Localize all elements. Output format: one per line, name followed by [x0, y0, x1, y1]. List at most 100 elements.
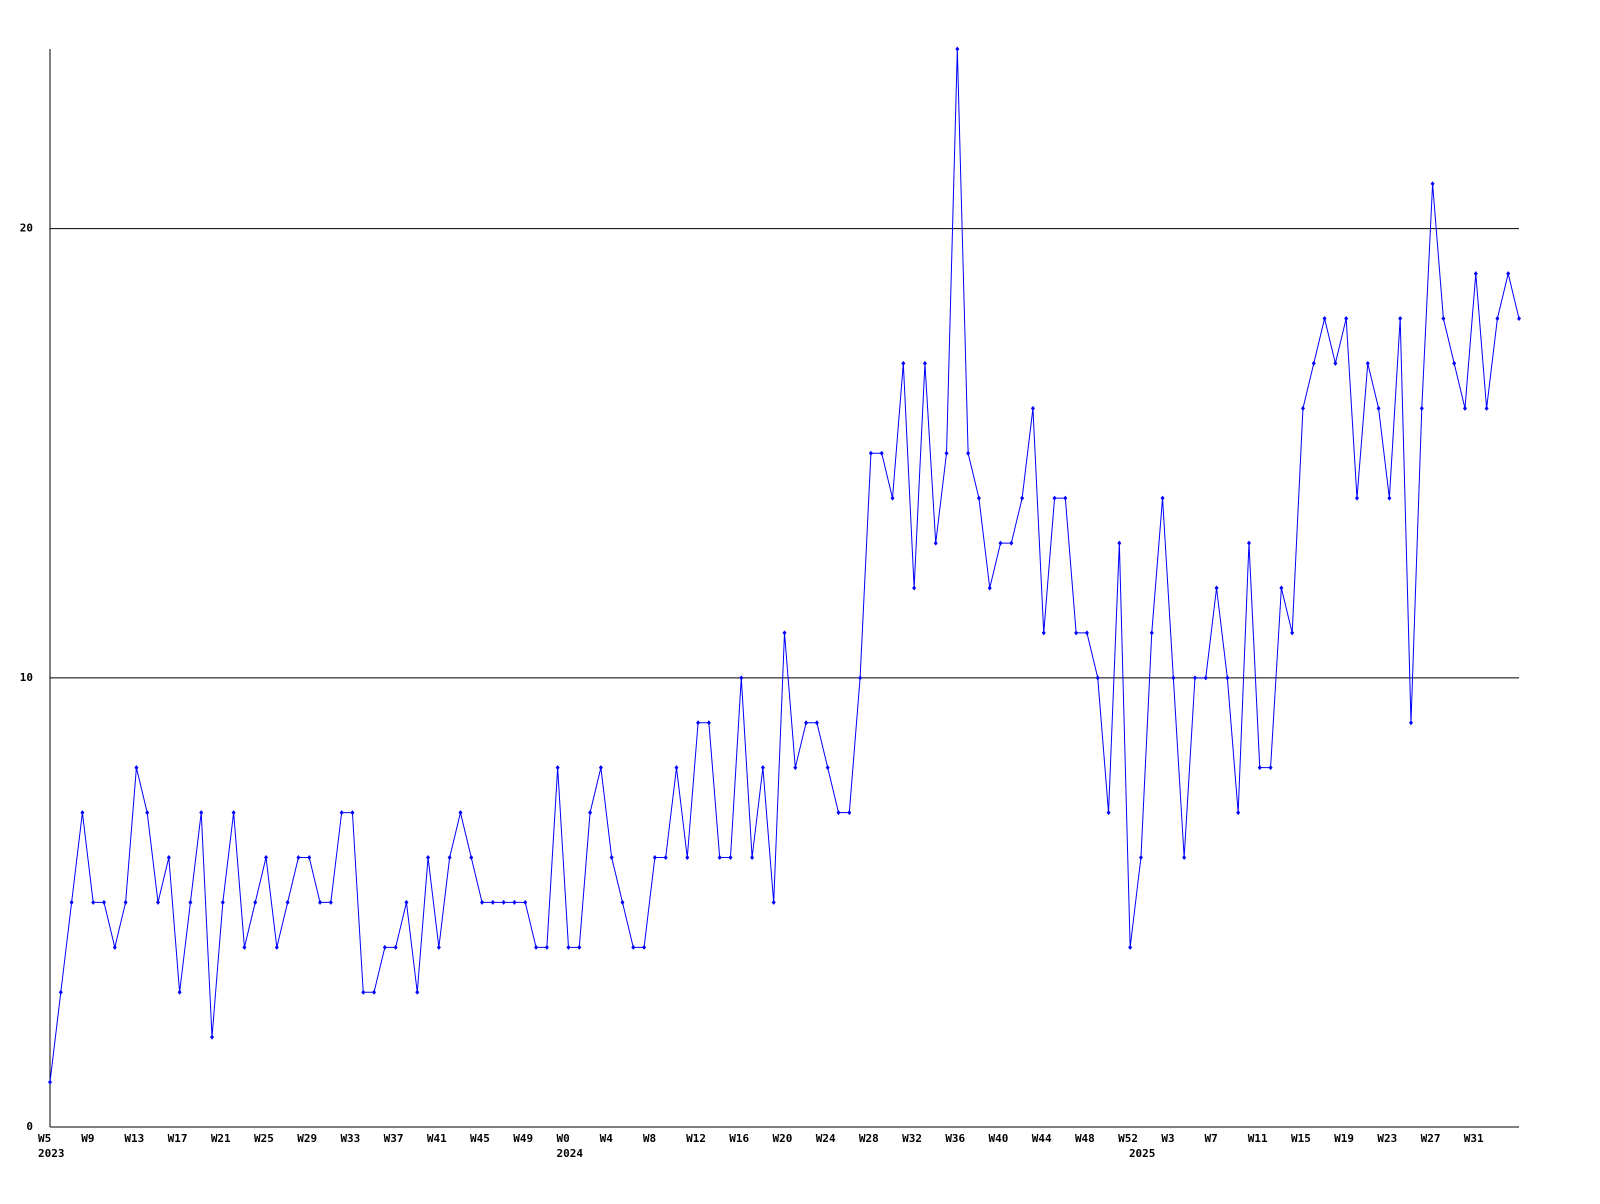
x-tick-label: W32: [902, 1132, 922, 1145]
x-tick-label: W12: [686, 1132, 706, 1145]
y-tick-label: 10: [20, 671, 33, 684]
point-marker: [987, 585, 992, 591]
point-marker: [1171, 675, 1176, 681]
point-marker: [1365, 360, 1370, 366]
point-marker: [944, 450, 949, 456]
point-marker: [1160, 495, 1165, 501]
point-marker: [296, 855, 301, 860]
point-marker: [750, 855, 755, 860]
point-marker: [1052, 495, 1057, 501]
point-marker: [58, 989, 63, 995]
point-marker: [793, 765, 798, 771]
point-marker: [1408, 720, 1413, 726]
point-marker: [1257, 765, 1262, 771]
year-label: 2023: [38, 1147, 65, 1160]
point-marker: [1246, 540, 1251, 546]
point-marker: [1268, 765, 1273, 771]
x-tick-label: W44: [1032, 1132, 1052, 1145]
series-line: [49, 48, 1520, 1083]
point-marker: [1182, 855, 1187, 860]
point-marker: [771, 899, 776, 905]
point-marker: [577, 944, 582, 950]
point-marker: [1344, 316, 1349, 321]
point-marker: [501, 899, 506, 905]
point-marker: [1225, 675, 1230, 681]
x-tick-label: W0: [556, 1132, 569, 1145]
point-marker: [631, 944, 636, 950]
point-marker: [1192, 675, 1197, 681]
point-marker: [145, 810, 150, 816]
point-marker: [1138, 855, 1143, 860]
point-marker: [912, 585, 917, 591]
point-marker: [922, 360, 927, 366]
point-marker: [739, 675, 744, 681]
x-tick-label: W17: [168, 1132, 188, 1145]
point-marker: [598, 765, 603, 771]
point-marker: [706, 720, 711, 726]
point-marker: [415, 989, 420, 995]
point-marker: [685, 855, 690, 860]
point-marker: [663, 855, 668, 860]
point-marker: [490, 899, 495, 905]
y-tick-label: 0: [26, 1120, 33, 1133]
point-marker: [112, 944, 117, 950]
point-marker: [696, 720, 701, 726]
point-marker: [1290, 630, 1295, 636]
point-marker: [1495, 316, 1500, 321]
point-marker: [620, 899, 625, 905]
x-tick-label: W29: [297, 1132, 317, 1145]
x-tick-label: W24: [816, 1132, 836, 1145]
x-tick-label: W36: [945, 1132, 965, 1145]
point-marker: [1074, 630, 1079, 636]
point-marker: [1419, 405, 1424, 411]
point-marker: [901, 360, 906, 366]
x-tick-label: W49: [513, 1132, 533, 1145]
point-marker: [350, 810, 355, 816]
point-marker: [1322, 316, 1327, 321]
point-marker: [760, 765, 765, 771]
point-marker: [1333, 360, 1338, 366]
point-marker: [199, 810, 204, 816]
point-marker: [534, 944, 539, 950]
point-marker: [469, 855, 474, 860]
point-marker: [220, 899, 225, 905]
point-marker: [1020, 495, 1025, 501]
point-marker: [1387, 495, 1392, 501]
point-marker: [177, 989, 182, 995]
point-marker: [102, 899, 107, 905]
point-marker: [382, 944, 387, 950]
point-marker: [512, 899, 517, 905]
point-marker: [242, 944, 247, 950]
point-marker: [1030, 405, 1035, 411]
point-marker: [1236, 810, 1241, 816]
point-marker: [156, 899, 161, 905]
point-marker: [998, 540, 1003, 546]
point-marker: [1279, 585, 1284, 591]
point-marker: [1517, 316, 1521, 321]
point-marker: [933, 540, 938, 546]
x-tick-label: W27: [1421, 1132, 1441, 1145]
point-marker: [1084, 630, 1089, 636]
point-marker: [544, 944, 549, 950]
x-tick-label: W16: [729, 1132, 749, 1145]
point-marker: [458, 810, 463, 816]
x-tick-label: W5: [38, 1132, 51, 1145]
x-tick-label: W7: [1205, 1132, 1218, 1145]
point-marker: [609, 855, 614, 860]
point-marker: [1376, 405, 1381, 411]
point-marker: [69, 899, 74, 905]
point-marker: [285, 899, 290, 905]
point-marker: [1506, 271, 1511, 277]
point-marker: [728, 855, 733, 860]
point-marker: [1009, 540, 1014, 546]
point-marker: [1041, 630, 1046, 636]
point-marker: [890, 495, 895, 501]
point-marker: [134, 765, 139, 771]
x-tick-label: W13: [124, 1132, 144, 1145]
x-tick-label: W31: [1464, 1132, 1484, 1145]
point-marker: [1473, 271, 1478, 277]
x-tick-label: W15: [1291, 1132, 1311, 1145]
point-marker: [523, 899, 528, 905]
point-marker: [1063, 495, 1068, 501]
point-marker: [264, 855, 269, 860]
